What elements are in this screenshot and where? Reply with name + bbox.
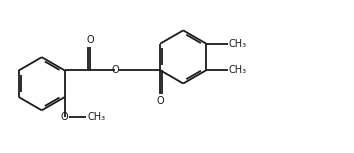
Text: O: O	[111, 65, 119, 75]
Text: O: O	[86, 35, 94, 45]
Text: CH₃: CH₃	[229, 39, 247, 49]
Text: CH₃: CH₃	[229, 65, 247, 75]
Text: O: O	[61, 112, 69, 122]
Text: CH₃: CH₃	[87, 112, 105, 122]
Text: O: O	[156, 96, 164, 106]
